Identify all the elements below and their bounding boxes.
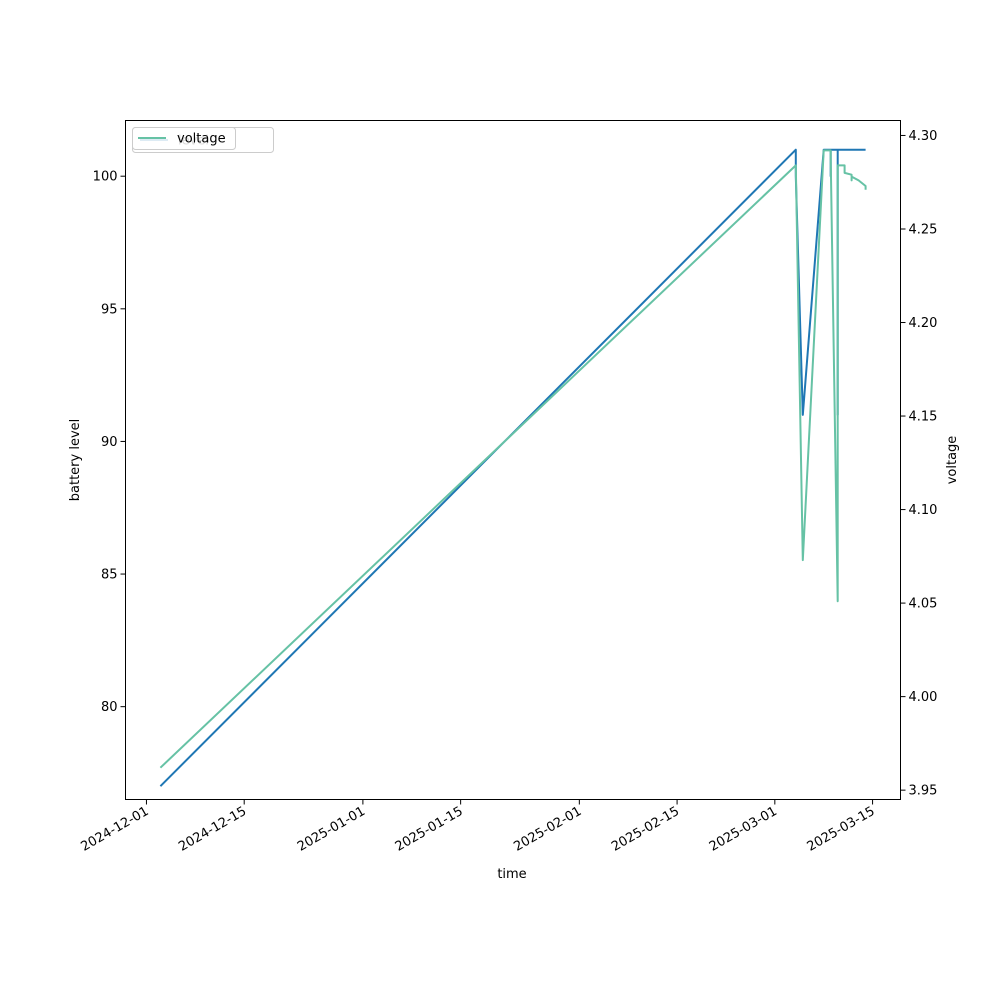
y-left-tick-label: 100: [93, 170, 118, 185]
series-line-voltage: [159, 149, 867, 769]
x-tick-label: 2024-12-15: [176, 804, 249, 855]
x-tick-label: 2025-01-15: [393, 804, 466, 855]
x-tick-label: 2025-01-01: [295, 804, 368, 855]
legend-voltage-box: [132, 127, 236, 150]
x-tick-label: 2025-03-01: [707, 804, 780, 855]
y-axis-left: 80 85 90 95 100: [93, 170, 126, 715]
y-axis-right: 3.95 4.00 4.05 4.10 4.15 4.20 4.25 4.30: [900, 129, 938, 799]
x-tick-label: 2024-12-01: [79, 804, 152, 855]
y-left-tick-label: 95: [101, 302, 118, 317]
legend-voltage-label: voltage: [177, 132, 226, 147]
y-right-tick-label: 3.95: [909, 784, 938, 799]
y-right-tick-label: 4.20: [909, 316, 938, 331]
y-right-tick-label: 4.05: [909, 597, 938, 612]
y-right-tick-label: 4.30: [909, 129, 938, 144]
y-left-tick-label: 85: [101, 568, 118, 583]
x-tick-label: 2025-03-15: [805, 804, 878, 855]
x-tick-label: 2025-02-01: [511, 804, 584, 855]
x-axis: 2024-12-01 2024-12-15 2025-01-01 2025-01-15…: [79, 799, 878, 855]
legend-voltage: voltage: [132, 127, 236, 150]
y-right-tick-label: 4.15: [909, 410, 938, 425]
x-tick-label: 2025-02-15: [609, 804, 682, 855]
y-axis-right-label: voltage: [945, 436, 960, 485]
plot-frame: [125, 120, 901, 800]
y-axis-left-label: battery level: [68, 419, 83, 502]
y-right-tick-label: 4.10: [909, 503, 938, 518]
plot-area: [125, 120, 901, 800]
y-right-tick-label: 4.25: [909, 222, 938, 237]
x-axis-label: time: [497, 867, 526, 882]
series-layer: [159, 148, 867, 787]
y-left-tick-label: 90: [101, 435, 118, 450]
y-right-tick-label: 4.00: [909, 690, 938, 705]
y-left-tick-label: 80: [101, 700, 118, 715]
